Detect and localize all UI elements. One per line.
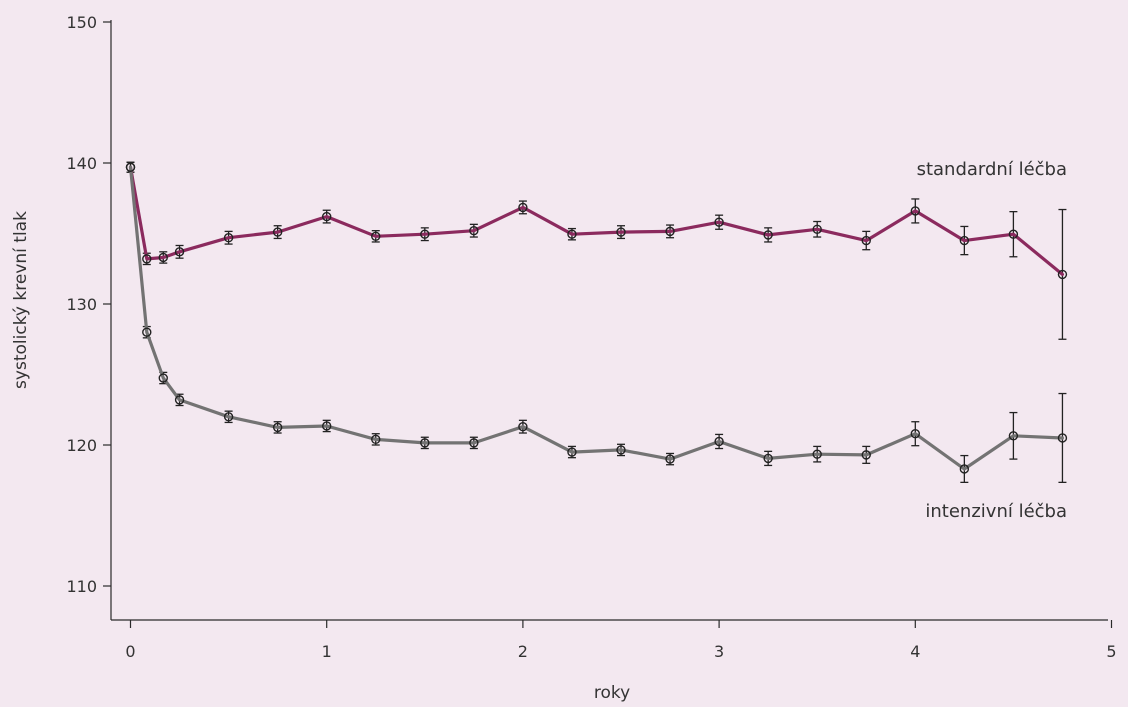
- data-point: [223, 412, 234, 422]
- data-point: [469, 438, 479, 448]
- x-tick-label: 4: [910, 642, 920, 661]
- data-point: [567, 229, 577, 239]
- series-line-0: [128, 165, 1065, 276]
- data-point: [371, 231, 381, 242]
- data-point: [125, 162, 136, 172]
- data-point: [616, 227, 626, 237]
- series-line-1: [128, 165, 1065, 471]
- data-point: [223, 233, 234, 243]
- data-point: [518, 202, 528, 213]
- data-point: [959, 235, 970, 246]
- data-point: [665, 226, 675, 237]
- data-markers: [125, 162, 1068, 474]
- data-point: [1057, 433, 1068, 443]
- data-point: [763, 230, 773, 240]
- annotation-intensive-treatment: intenzivní léčba: [925, 501, 1067, 522]
- data-point: [910, 206, 920, 216]
- data-point: [1008, 229, 1019, 239]
- data-point: [1057, 269, 1068, 280]
- data-point: [142, 327, 152, 337]
- data-point: [812, 449, 822, 459]
- x-tick-label: 1: [322, 642, 332, 661]
- data-point: [420, 229, 430, 239]
- y-tick-label: 130: [66, 295, 97, 314]
- data-point: [158, 252, 168, 263]
- y-tick-label: 110: [66, 577, 97, 596]
- data-point: [861, 235, 871, 246]
- data-point: [959, 464, 970, 474]
- data-point: [322, 211, 332, 222]
- x-tick-label: 3: [714, 642, 724, 661]
- data-point: [142, 254, 152, 264]
- axes: [110, 20, 1108, 621]
- data-point: [272, 227, 283, 237]
- y-tick-label: 120: [66, 436, 97, 455]
- y-axis-title: systolický krevní tlak: [11, 211, 31, 389]
- annotation-standard-treatment: standardní léčba: [917, 159, 1067, 180]
- data-point: [861, 450, 871, 460]
- data-point: [910, 429, 920, 439]
- data-point: [469, 225, 479, 236]
- data-point: [714, 436, 724, 447]
- data-point: [714, 217, 724, 227]
- data-point: [322, 421, 332, 431]
- y-tick-label: 140: [66, 154, 97, 173]
- x-axis-title: roky: [594, 683, 630, 703]
- series-lines: [128, 165, 1065, 471]
- data-point: [420, 438, 430, 448]
- y-tick-label: 150: [66, 13, 97, 32]
- data-point: [812, 224, 822, 234]
- ticks: 0 1 2 3 4 5 110 120 130 140 150: [66, 13, 1116, 661]
- data-point: [763, 453, 773, 464]
- data-point: [616, 445, 626, 455]
- data-point: [518, 421, 528, 432]
- error-bars: [126, 161, 1067, 484]
- x-tick-label: 5: [1106, 642, 1116, 661]
- data-point: [158, 373, 168, 383]
- data-point: [174, 247, 185, 257]
- x-tick-label: 0: [125, 642, 135, 661]
- data-point: [272, 422, 283, 433]
- data-point: [174, 395, 185, 405]
- data-point: [665, 454, 675, 464]
- data-point: [567, 447, 577, 457]
- data-point: [371, 434, 381, 445]
- x-tick-label: 2: [518, 642, 528, 661]
- data-point: [1008, 431, 1019, 441]
